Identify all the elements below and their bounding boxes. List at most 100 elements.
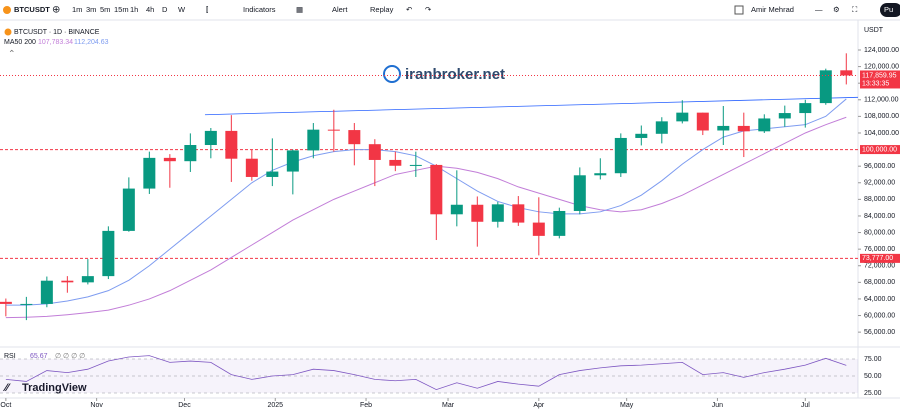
interval-button[interactable]: 1m (72, 5, 82, 14)
interval-button[interactable]: 15m (114, 5, 129, 14)
y-tick-label: 120,000.00 (864, 63, 899, 70)
candle-body (327, 129, 340, 131)
y-tick-label: 80,000.00 (864, 229, 895, 236)
rsi-tick-label: 50.00 (864, 373, 882, 380)
y-tick-label: 108,000.00 (864, 113, 899, 120)
candle-body (225, 130, 238, 159)
candle-body (655, 121, 668, 134)
candle-body (40, 280, 53, 304)
x-tick-label: May (620, 402, 634, 409)
candle-body (409, 164, 422, 166)
moving-average (5, 98, 847, 306)
rsi-status: ∅ ∅ ∅ ∅ (55, 353, 85, 360)
candle-body (143, 157, 156, 189)
interval-button[interactable]: W (178, 5, 186, 14)
candle-body (758, 118, 771, 132)
interval-button[interactable]: 1h (130, 5, 138, 14)
level-tag (860, 253, 900, 263)
candle-body (491, 204, 504, 222)
symbol[interactable]: BTCUSDT (14, 5, 50, 14)
candle-body (81, 276, 94, 283)
rsi-tick-label: 25.00 (864, 390, 882, 397)
x-tick-label: Oct (0, 402, 11, 409)
candle-body (717, 125, 730, 131)
chart-title: BTCUSDT · 1D · BINANCE (14, 29, 100, 36)
candle-body (676, 112, 689, 122)
level-label: 73,777.00 (862, 255, 893, 262)
y-tick-label: 104,000.00 (864, 130, 899, 137)
level-label: 100,000.00 (862, 146, 897, 153)
toolbar (0, 0, 900, 20)
rsi-label: RSI (4, 353, 16, 360)
last-price-tag (860, 70, 900, 89)
candle-body (204, 130, 217, 146)
candle-body (245, 158, 258, 177)
indicators-button[interactable]: Indicators (243, 5, 276, 14)
rsi-pane (0, 355, 858, 394)
fullscreen[interactable]: ⛶ (851, 5, 858, 14)
ma-value: 112,204.63 (74, 39, 109, 46)
alert-button[interactable]: Alert (332, 5, 348, 14)
candle-body (0, 301, 12, 304)
x-tick-label: Jul (801, 402, 810, 409)
collapse-arrow[interactable]: ⌃ (8, 48, 16, 58)
symbol-icon-small (4, 28, 12, 36)
y-tick-label: 96,000.00 (864, 163, 895, 170)
undo[interactable]: ↶ (406, 5, 413, 14)
layouts-icon[interactable]: ▦ (296, 5, 303, 14)
interval-button[interactable]: 5m (100, 5, 110, 14)
candle-body (778, 113, 791, 119)
publish-label[interactable]: Pu (884, 5, 893, 14)
last-price-label: 117,859.95 (862, 72, 897, 79)
x-tick-label: Jun (712, 402, 723, 409)
candle-body (122, 188, 135, 231)
symbol-icon (3, 6, 11, 14)
y-tick-label: 88,000.00 (864, 196, 895, 203)
candle-body (266, 171, 279, 177)
x-tick-label: Mar (442, 402, 455, 409)
add-symbol[interactable]: ⊕ (52, 5, 60, 16)
bars-icon[interactable]: ⫿ (206, 5, 209, 14)
candle-body (819, 70, 832, 104)
candle-body (614, 137, 627, 174)
brand-logo: ⁄⁄ (2, 382, 11, 394)
price-pane (0, 53, 858, 321)
candle-body (737, 125, 750, 132)
candle-body (163, 157, 176, 162)
x-tick-label: Dec (178, 402, 191, 409)
moving-average (5, 116, 847, 319)
y-tick-label: 56,000.00 (864, 329, 895, 336)
redo[interactable]: ↷ (425, 5, 432, 14)
candle-body (307, 129, 320, 151)
candle-body (348, 130, 361, 145)
replay-button[interactable]: Replay (370, 5, 394, 14)
candle-body (573, 175, 586, 211)
publish-button[interactable] (880, 3, 900, 17)
settings[interactable]: ⚙ (833, 5, 840, 14)
minimize[interactable]: — (815, 5, 823, 14)
candle-body (450, 204, 463, 215)
brand: TradingView (22, 382, 87, 394)
candle-body (286, 150, 299, 172)
candle-body (184, 145, 197, 162)
rsi-value: 65.67 (30, 353, 48, 360)
interval-button[interactable]: D (162, 5, 168, 14)
candle-body (430, 164, 443, 215)
rsi-line (5, 355, 847, 391)
interval-button[interactable]: 4h (146, 5, 154, 14)
indicator-label: MA50 200 (4, 39, 36, 46)
interval-button[interactable]: 3m (86, 5, 96, 14)
user-name[interactable]: Amir Mehrad (751, 5, 794, 14)
candle-body (840, 70, 853, 76)
candle-body (471, 204, 484, 222)
candle-body (635, 133, 648, 138)
y-tick-label: 112,000.00 (864, 97, 899, 104)
candle-body (532, 222, 545, 236)
user-icon (734, 5, 744, 15)
candle-body (102, 230, 115, 277)
y-tick-label: 124,000.00 (864, 47, 899, 54)
watermark: iranbroker.net (383, 65, 505, 83)
candle-body (696, 112, 709, 131)
ma-value: 107,783.34 (38, 39, 73, 46)
